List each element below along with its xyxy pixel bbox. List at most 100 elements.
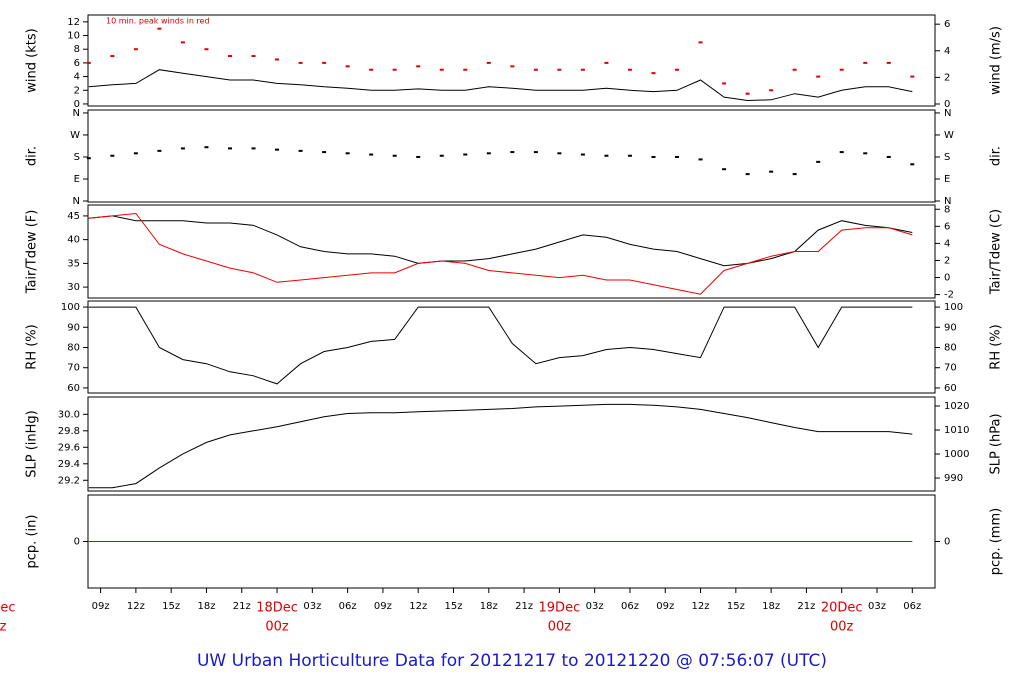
y-tick-label: E	[74, 174, 80, 185]
y-tick-label: 100	[61, 302, 80, 313]
data-point	[463, 68, 468, 71]
x-tick-label: 12z	[127, 601, 145, 612]
y2-tick-label: 2	[944, 255, 950, 266]
data-point	[345, 152, 350, 155]
data-point	[839, 68, 844, 71]
data-point	[439, 154, 444, 157]
day-hour-label: 00z	[265, 620, 289, 635]
data-point	[886, 155, 891, 158]
data-point	[392, 68, 397, 71]
annotation: 10 min. peak winds in red	[106, 17, 210, 26]
data-point	[369, 153, 374, 156]
data-point	[204, 146, 209, 149]
data-point	[533, 68, 538, 71]
y2-tick-label: 1020	[944, 401, 969, 412]
x-tick-label: 21z	[515, 601, 533, 612]
data-point	[298, 61, 303, 64]
y2-tick-label: 4	[944, 238, 950, 249]
data-point	[816, 75, 821, 78]
x-tick-label: 15z	[445, 601, 463, 612]
day-label: 19Dec	[539, 601, 581, 616]
data-point	[486, 152, 491, 155]
y2-tick-label: E	[944, 174, 950, 185]
data-point	[298, 149, 303, 152]
day-hour-label: 00z	[830, 620, 854, 635]
y-tick-label: 0	[74, 537, 80, 548]
y2-tick-label: -2	[944, 290, 954, 301]
y2-tick-label: N	[944, 108, 951, 119]
data-point	[604, 154, 609, 157]
data-point	[557, 152, 562, 155]
y-tick-label: 4	[74, 72, 80, 83]
data-point	[322, 61, 327, 64]
data-point	[745, 92, 750, 95]
data-point	[792, 68, 797, 71]
y2-axis-title: SLP (hPa)	[989, 413, 1004, 474]
data-point	[792, 173, 797, 176]
panel-frame	[87, 109, 936, 203]
y2-tick-label: S	[944, 152, 950, 163]
x-tick-label: 03z	[868, 601, 886, 612]
y2-axis-title: wind (m/s)	[989, 26, 1004, 95]
panel-frame	[87, 14, 936, 107]
data-point	[839, 151, 844, 154]
y-tick-label: 40	[67, 235, 80, 246]
y2-axis-title: RH (%)	[989, 324, 1004, 369]
data-point	[510, 151, 515, 154]
x-tick-label: 12z	[692, 601, 710, 612]
y-tick-label: 29.4	[58, 459, 80, 470]
x-tick-label: 21z	[233, 601, 251, 612]
y2-tick-label: 8	[944, 204, 950, 215]
data-point	[275, 148, 280, 151]
data-line	[88, 212, 913, 295]
data-point	[722, 168, 727, 171]
x-tick-label: 12z	[409, 601, 427, 612]
data-point	[180, 147, 185, 150]
y2-tick-label: 6	[944, 19, 950, 30]
data-point	[580, 153, 585, 156]
x-tick-label: 09z	[92, 601, 110, 612]
data-point	[345, 65, 350, 68]
x-tick-label: 21z	[797, 601, 815, 612]
y-tick-label: 35	[67, 258, 80, 269]
data-point	[651, 155, 656, 158]
y-axis-title: RH (%)	[25, 324, 40, 369]
y-tick-label: 2	[74, 85, 80, 96]
data-point	[322, 151, 327, 154]
data-point	[180, 41, 185, 44]
data-line	[88, 403, 913, 489]
data-point	[227, 147, 232, 150]
day-hour-label: 00z	[548, 620, 572, 635]
x-tick-label: 09z	[656, 601, 674, 612]
data-point	[110, 154, 115, 157]
x-tick-label: 15z	[162, 601, 180, 612]
y2-tick-label: 1000	[944, 449, 969, 460]
y-tick-label: 80	[67, 343, 80, 354]
y-axis-title: Tair/Tdew (F)	[25, 210, 40, 295]
y-tick-label: 30	[67, 282, 80, 293]
data-point	[416, 65, 421, 68]
data-point	[745, 173, 750, 176]
x-tick-label: 18z	[197, 601, 215, 612]
x-tick-label: 09z	[374, 601, 392, 612]
data-point	[910, 163, 915, 166]
y2-axis-title: pcp. (mm)	[989, 508, 1004, 575]
data-point	[675, 155, 680, 158]
data-point	[816, 160, 821, 163]
data-point	[157, 27, 162, 30]
data-point	[651, 72, 656, 75]
x-tick-label: 06z	[339, 601, 357, 612]
day-label: 20Dec	[821, 601, 863, 616]
data-point	[698, 41, 703, 44]
data-point	[627, 154, 632, 157]
y2-tick-label: 60	[944, 383, 957, 394]
data-point	[251, 55, 256, 58]
y-tick-label: S	[74, 152, 80, 163]
data-point	[604, 61, 609, 64]
y2-tick-label: 0	[944, 537, 950, 548]
data-point	[675, 68, 680, 71]
data-point	[157, 149, 162, 152]
data-point	[133, 152, 138, 155]
data-point	[769, 89, 774, 92]
